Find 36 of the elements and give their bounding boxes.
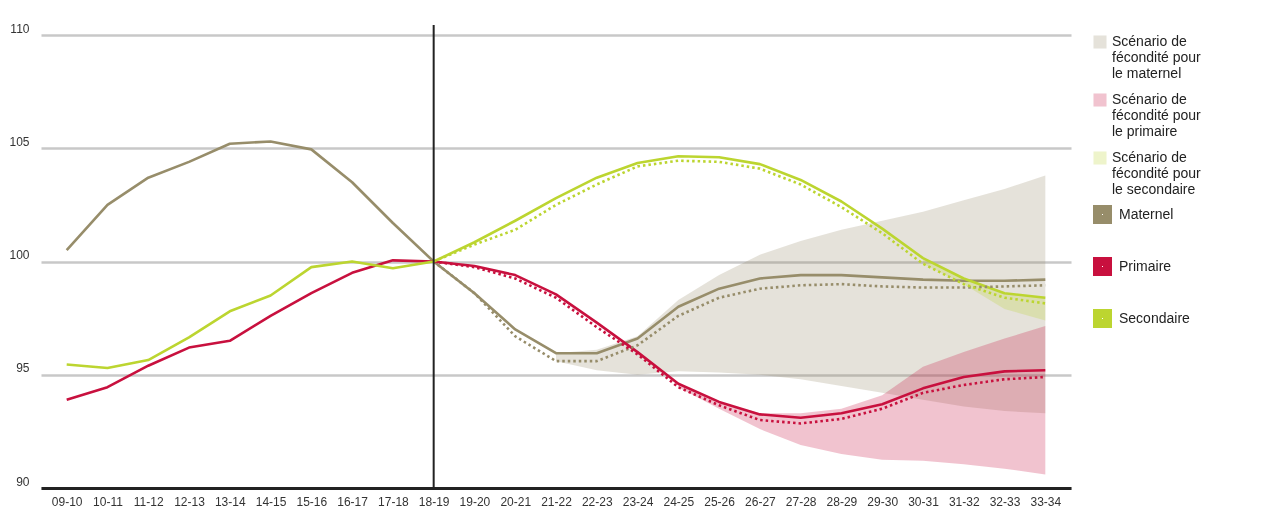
- x-tick-label: 20-21: [500, 494, 532, 509]
- x-tick-label: 32-33: [989, 494, 1021, 509]
- x-tick-label: 11-12: [133, 494, 164, 509]
- legend-label: Maternel: [1119, 205, 1174, 222]
- legend-label: Scénario de fécondité pour le secondaire: [1112, 149, 1202, 197]
- x-tick-label: 12-13: [174, 494, 206, 509]
- x-tick-label: 21-22: [541, 494, 573, 509]
- x-tick-label: 26-27: [745, 494, 777, 509]
- x-tick-label: 25-26: [704, 494, 736, 509]
- x-tick-label: 14-15: [255, 494, 287, 509]
- y-tick-label: 95: [16, 361, 30, 376]
- x-tick-label: 16-17: [337, 494, 369, 509]
- legend-label: Scénario de fécondité pour le maternel: [1112, 33, 1202, 81]
- y-tick-label: 90: [16, 474, 30, 489]
- x-tick-label: 13-14: [214, 494, 246, 509]
- x-tick-label: 23-24: [622, 494, 654, 509]
- legend-label: Scénario de fécondité pour le primaire: [1112, 91, 1202, 139]
- x-tick-label: 22-23: [581, 494, 613, 509]
- x-tick-label: 33-34: [1030, 494, 1062, 509]
- x-tick-label: 31-32: [948, 494, 980, 509]
- x-tick-label: 27-28: [785, 494, 817, 509]
- x-tick-label: 18-19: [418, 494, 450, 509]
- x-tick-label: 24-25: [663, 494, 695, 509]
- y-tick-label: 110: [10, 21, 30, 36]
- legend-label: Secondaire: [1119, 309, 1191, 326]
- y-tick-label: 100: [9, 248, 30, 262]
- x-tick-label: 30-31: [908, 494, 940, 509]
- x-tick-label: 09-10: [51, 494, 83, 509]
- x-tick-label: 15-16: [296, 494, 328, 509]
- x-tick-label: 10-11: [93, 494, 124, 509]
- y-tick-label: 105: [9, 134, 30, 149]
- x-tick-label: 17-18: [378, 494, 410, 509]
- x-tick-label: 28-29: [826, 494, 858, 509]
- x-tick-label: 19-20: [459, 494, 491, 509]
- legend-label: Primaire: [1119, 257, 1172, 274]
- x-tick-label: 29-30: [867, 494, 899, 509]
